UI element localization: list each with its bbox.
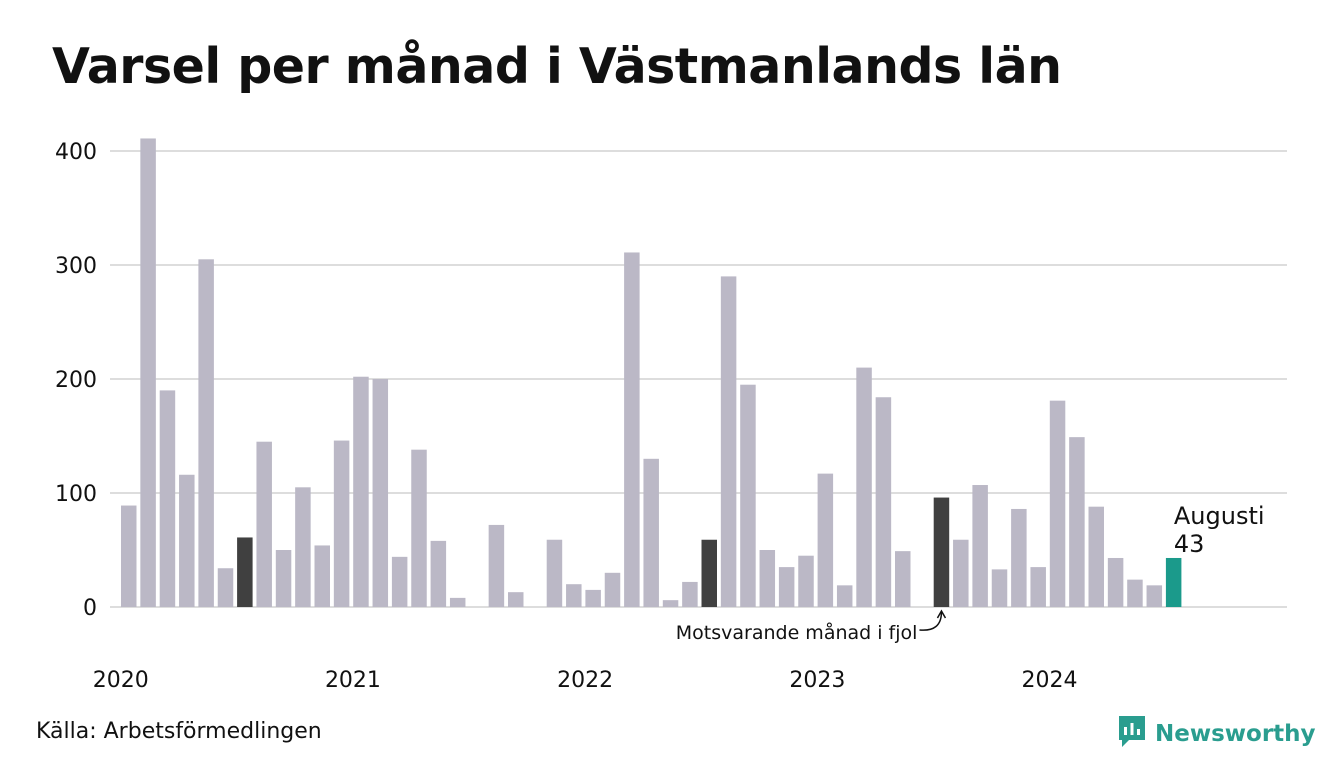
bar <box>275 550 292 607</box>
bar <box>217 568 234 607</box>
bar <box>778 567 795 607</box>
x-tick-label: 2024 <box>1022 668 1078 693</box>
bar <box>411 449 427 607</box>
bar <box>643 458 659 607</box>
bar <box>817 473 834 607</box>
bar <box>1011 508 1027 607</box>
y-tick-label: 100 <box>55 482 97 507</box>
bar <box>798 555 814 607</box>
bar <box>1088 506 1104 607</box>
bar <box>624 252 640 607</box>
bar <box>585 589 601 607</box>
brand-logo[interactable]: Newsworthy <box>1117 714 1316 754</box>
bar <box>256 441 272 607</box>
bar <box>740 384 756 607</box>
bar <box>508 592 524 607</box>
bar-chart: 0 100 200 300 400 2020 2021 2022 2023 2024 Augus… <box>55 138 1287 693</box>
bar <box>121 505 137 607</box>
x-axis: 2020 2021 2022 2023 2024 <box>93 668 1078 693</box>
bar <box>333 440 350 607</box>
bar <box>1049 400 1066 607</box>
bar <box>488 524 505 607</box>
annotation-arrowhead <box>936 609 947 619</box>
bar-same-month-last-year <box>237 537 253 607</box>
bar <box>449 597 466 607</box>
y-tick-label: 0 <box>83 596 97 621</box>
bar <box>1069 437 1085 607</box>
bar <box>720 276 737 607</box>
bar <box>875 397 892 607</box>
bar <box>856 367 872 607</box>
bar <box>604 572 621 607</box>
source-note: Källa: Arbetsförmedlingen <box>36 719 322 744</box>
annotation-text: Motsvarande månad i fjol <box>676 621 918 644</box>
gridlines <box>110 150 1287 608</box>
bar <box>353 376 369 607</box>
bar <box>972 485 988 607</box>
bar-highlight <box>1165 557 1182 607</box>
bar <box>159 390 176 607</box>
newsworthy-logo-icon <box>1117 714 1147 754</box>
bar <box>179 474 195 607</box>
y-tick-label: 400 <box>55 140 97 165</box>
bar <box>759 550 776 607</box>
bar <box>546 539 563 607</box>
brand-name: Newsworthy <box>1155 721 1316 747</box>
annotation-arrow <box>919 611 943 631</box>
x-tick-label: 2022 <box>557 668 613 693</box>
bar <box>836 585 853 607</box>
bar <box>662 600 679 607</box>
bar <box>895 551 911 607</box>
x-tick-label: 2023 <box>789 668 845 693</box>
bar <box>198 259 214 607</box>
x-tick-label: 2021 <box>325 668 381 693</box>
y-axis: 0 100 200 300 400 <box>55 140 97 621</box>
bar <box>1127 579 1143 607</box>
highlight-month-label: Augusti <box>1174 502 1265 530</box>
bar <box>314 545 330 607</box>
bar <box>372 379 389 607</box>
bars <box>121 138 1182 607</box>
bar <box>140 138 156 607</box>
chart-title: Varsel per månad i Västmanlands län <box>52 38 1062 95</box>
bar <box>430 540 447 607</box>
highlight-value-label: 43 <box>1174 530 1205 558</box>
bar <box>295 487 311 607</box>
bar <box>566 584 582 607</box>
bar <box>1107 557 1124 607</box>
x-tick-label: 2020 <box>93 668 149 693</box>
bar-same-month-last-year <box>933 497 950 607</box>
bar <box>682 581 698 607</box>
bar <box>1030 567 1046 607</box>
y-tick-label: 200 <box>55 368 97 393</box>
bar <box>953 539 969 607</box>
bar <box>991 569 1008 607</box>
bar <box>391 556 408 607</box>
bar <box>1146 585 1163 607</box>
y-tick-label: 300 <box>55 254 97 279</box>
bar-same-month-last-year <box>701 539 717 607</box>
